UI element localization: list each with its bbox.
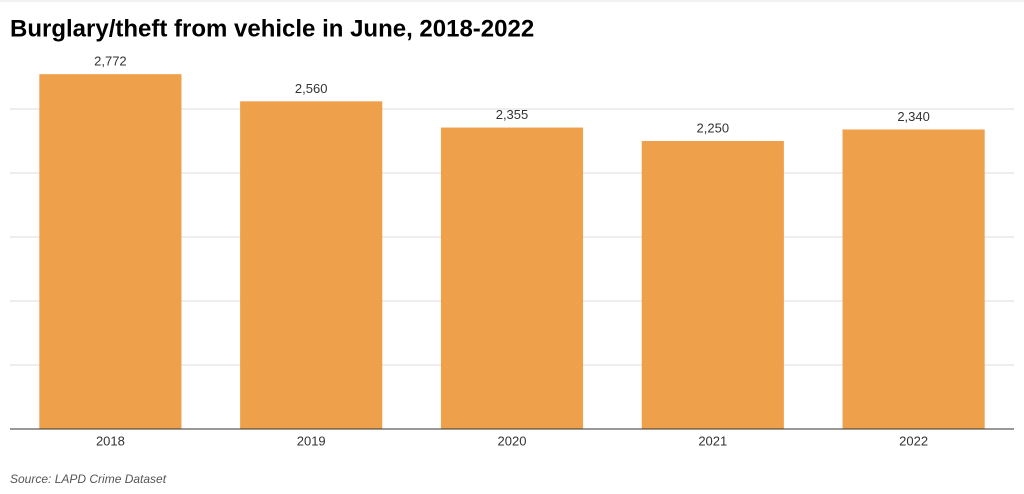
bar: [641, 141, 784, 429]
value-label: 2,772: [94, 54, 127, 69]
bar: [440, 127, 584, 429]
value-label: 2,560: [295, 81, 328, 96]
x-tick-label: 2019: [297, 433, 326, 448]
x-tick-label: 2020: [498, 433, 527, 448]
value-label: 2,355: [496, 107, 529, 122]
value-label: 2,340: [897, 109, 930, 124]
chart-title: Burglary/theft from vehicle in June, 201…: [10, 15, 534, 42]
x-tick-label: 2021: [698, 433, 727, 448]
bar: [240, 101, 383, 429]
x-tick-label: 2022: [899, 433, 928, 448]
bar: [39, 74, 182, 430]
bar: [842, 129, 985, 430]
x-tick-label: 2018: [96, 433, 125, 448]
source-note: Source: LAPD Crime Dataset: [10, 472, 167, 486]
value-label: 2,250: [697, 120, 730, 135]
